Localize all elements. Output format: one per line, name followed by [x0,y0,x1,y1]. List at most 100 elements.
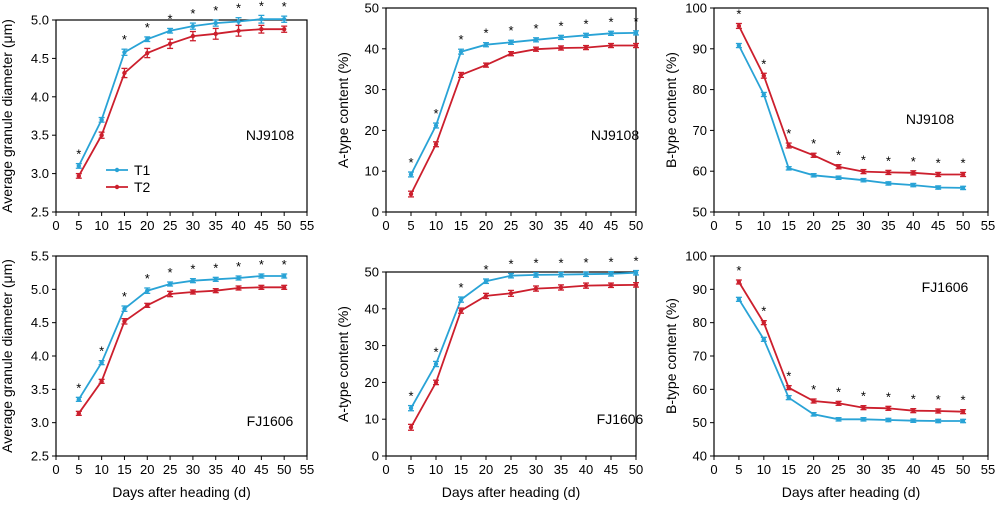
data-point-T2 [458,308,464,313]
data-point-T1 [836,175,841,180]
data-point-T1 [458,49,464,54]
data-point-T2 [190,289,196,295]
data-point-T1 [508,40,514,45]
x-tick-label: 10 [757,218,771,233]
cultivar-label: FJ1606 [247,413,294,429]
x-tick-label: 20 [140,218,154,233]
y-tick-label: 4.0 [31,349,49,364]
x-tick-label: 5 [735,218,742,233]
significance-star: * [936,392,941,407]
data-point-T1 [259,17,264,22]
plot-frame [385,271,637,457]
y-tick-label: 100 [685,1,707,16]
data-point-T1 [236,275,241,281]
data-point-T1 [190,278,196,283]
y-axis-label: B-type content (%) [663,298,679,414]
x-tick-label: 10 [94,218,108,233]
data-point-T1 [911,182,916,188]
series-line-T2 [410,44,636,195]
x-axis-label: Days after heading (d) [442,484,581,500]
significance-star: * [282,0,287,14]
data-point-T1 [508,273,514,278]
significance-star: * [259,257,264,272]
y-tick-label: 70 [693,349,707,364]
series-line-T1 [410,32,637,175]
significance-star: * [508,256,513,271]
legend-label-T1: T1 [134,162,151,178]
y-tick-label: 4.0 [31,89,49,104]
significance-star: * [761,56,766,71]
data-point-T2 [736,279,742,285]
significance-star: * [583,255,588,270]
cultivar-label: NJ9108 [246,127,294,143]
x-tick-label: 0 [52,218,59,233]
data-point-T2 [145,303,150,308]
x-tick-label: 55 [300,462,314,477]
data-point-T1 [99,117,104,123]
data-point-T1 [786,166,791,171]
data-point-T2 [281,285,287,290]
x-tick-label: 15 [454,218,468,233]
data-point-T2 [558,285,564,290]
significance-star: * [761,304,766,319]
y-tick-label: 0 [372,205,379,220]
data-point-T1 [99,360,104,365]
significance-star: * [911,392,916,407]
data-point-T2 [99,379,104,384]
x-tick-label: 45 [254,462,268,477]
data-point-T1 [811,412,816,417]
significance-star: * [433,106,438,121]
x-tick-label: 40 [231,462,245,477]
significance-star: * [508,23,513,38]
x-tick-label: 10 [429,462,443,477]
x-tick-label: 15 [781,218,795,233]
data-point-T2 [886,170,891,175]
x-tick-label: 5 [407,218,414,233]
data-point-T2 [213,288,218,293]
x-tick-label: 20 [806,462,820,477]
y-tick-label: 90 [693,282,707,297]
data-point-T2 [935,408,941,414]
data-point-T1 [145,37,150,42]
significance-star: * [408,155,413,170]
y-axis-label: Average granule diameter (μm) [0,259,15,453]
x-tick-label: 50 [956,462,970,477]
data-point-T1 [811,173,816,178]
series-line-T2 [410,284,637,428]
significance-star: * [558,255,563,270]
significance-star: * [633,254,638,269]
chart-panel-2: 0 5 10 15 20 25 30 35 40 45 50 0 10 20 30 40 50 A-type co… [335,1,643,234]
y-tick-label: 3.0 [31,415,49,430]
data-point-T2 [236,28,241,33]
significance-star: * [408,389,413,404]
significance-star: * [168,265,173,280]
x-tick-label: 25 [504,218,518,233]
significance-star: * [786,126,791,141]
significance-star: * [608,14,613,29]
data-point-T1 [408,405,414,411]
x-tick-label: 55 [300,218,314,233]
x-tick-label: 45 [931,218,945,233]
significance-star: * [886,389,891,404]
data-point-T1 [935,418,941,424]
data-point-T1 [911,418,916,423]
significance-star: * [911,154,916,169]
data-point-T1 [458,297,464,302]
x-tick-label: 10 [94,462,108,477]
data-point-T1 [633,30,639,36]
x-tick-label: 0 [382,218,389,233]
significance-star: * [122,32,127,47]
series-line-T1 [410,271,637,409]
data-point-T1 [76,397,82,402]
data-point-T1 [533,272,539,278]
x-tick-label: 25 [163,218,177,233]
data-point-T2 [259,285,264,290]
significance-star: * [736,7,741,22]
x-tick-label: 45 [931,462,945,477]
data-point-T1 [145,288,150,293]
significance-star: * [458,32,463,47]
data-point-T2 [861,405,866,410]
x-tick-label: 15 [781,462,795,477]
data-point-T1 [408,172,414,177]
significance-star: * [190,262,195,277]
